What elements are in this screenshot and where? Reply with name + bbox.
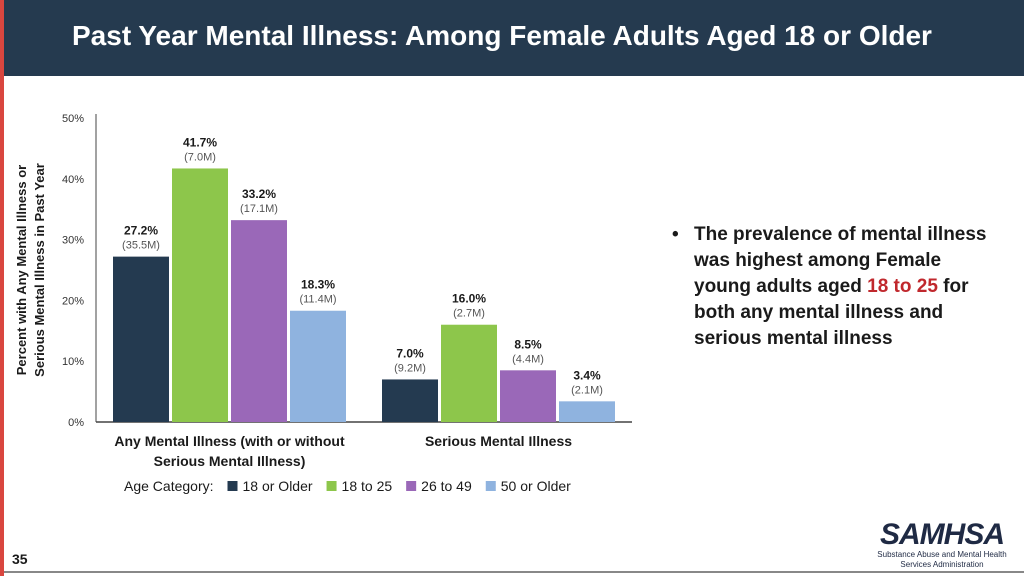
logo-wordmark: SAMHSA: [879, 518, 1005, 551]
bullet-text-pre: The prevalence of mental illness was hig…: [694, 224, 987, 297]
x-category-label: Any Mental Illness (with or without: [114, 433, 345, 449]
data-sublabel: (2.1M): [571, 384, 603, 396]
chart-svg: 0% 10% 20% 30% 40% 50% Percent with Any Mental…: [14, 113, 632, 494]
bar: [382, 379, 438, 422]
footer-divider: [4, 571, 1024, 573]
logo-subtitle-1: Substance Abuse and Mental Health: [877, 550, 1007, 559]
bullet-item: • The prevalence of mental illness was h…: [672, 222, 992, 352]
page-number: 35: [12, 551, 28, 567]
y-tick-label: 30%: [62, 235, 84, 247]
data-label: 16.0%: [452, 292, 486, 306]
data-label: 41.7%: [183, 135, 217, 149]
key-finding: • The prevalence of mental illness was h…: [672, 222, 992, 352]
legend-title: Age Category:: [124, 478, 214, 494]
legend-swatch: [485, 481, 496, 491]
x-category-label: Serious Mental Illness): [154, 453, 306, 469]
logo-subtitle-2: Services Administration: [900, 560, 984, 569]
y-tick-label: 50%: [62, 113, 84, 125]
bullet-highlight: 18 to 25: [867, 276, 938, 297]
legend-entry: 18 to 25: [342, 478, 393, 494]
bar: [231, 220, 287, 422]
slide-header: Past Year Mental Illness: Among Female A…: [4, 0, 1024, 76]
data-sublabel: (2.7M): [453, 308, 485, 320]
data-label: 8.5%: [514, 337, 542, 351]
y-tick-label: 0%: [68, 417, 84, 429]
legend-entry: 18 or Older: [243, 478, 313, 494]
legend-swatch: [326, 481, 337, 491]
bullet-text-post: for both any mental illness and serious …: [694, 276, 969, 349]
data-label: 27.2%: [124, 224, 158, 238]
data-label: 7.0%: [396, 346, 424, 360]
accent-stripe: [0, 0, 4, 576]
x-category-label: Serious Mental Illness: [425, 433, 572, 449]
data-sublabel: (4.4M): [512, 353, 544, 365]
bar: [172, 168, 228, 422]
data-sublabel: (17.1M): [240, 203, 278, 215]
bar: [559, 401, 615, 422]
legend-entry: 26 to 49: [421, 478, 472, 494]
bar-chart: 0% 10% 20% 30% 40% 50% Percent with Any Mental…: [10, 96, 650, 506]
data-label: 33.2%: [242, 187, 276, 201]
data-sublabel: (35.5M): [122, 240, 160, 252]
data-sublabel: (11.4M): [299, 294, 336, 306]
bullet-dot-icon: •: [672, 224, 679, 245]
data-label: 18.3%: [301, 278, 335, 292]
y-tick-label: 40%: [62, 174, 84, 186]
bar: [500, 370, 556, 422]
bar: [441, 324, 497, 422]
samhsa-logo: SAMHSA Substance Abuse and Mental Health…: [872, 520, 1012, 570]
bar: [113, 256, 169, 422]
data-label: 3.4%: [573, 368, 601, 382]
legend-swatch: [227, 481, 238, 491]
bar: [290, 310, 346, 422]
legend-entry: 50 or Older: [501, 478, 571, 494]
data-sublabel: (7.0M): [184, 151, 216, 163]
y-tick-label: 20%: [62, 295, 84, 307]
data-sublabel: (9.2M): [394, 362, 426, 374]
y-tick-label: 10%: [62, 356, 84, 368]
y-axis-label: Serious Mental Illness in Past Year: [32, 163, 47, 377]
slide-title: Past Year Mental Illness: Among Female A…: [72, 20, 932, 51]
legend-swatch: [406, 481, 417, 491]
y-axis-label: Percent with Any Mental Illness or: [14, 165, 29, 375]
